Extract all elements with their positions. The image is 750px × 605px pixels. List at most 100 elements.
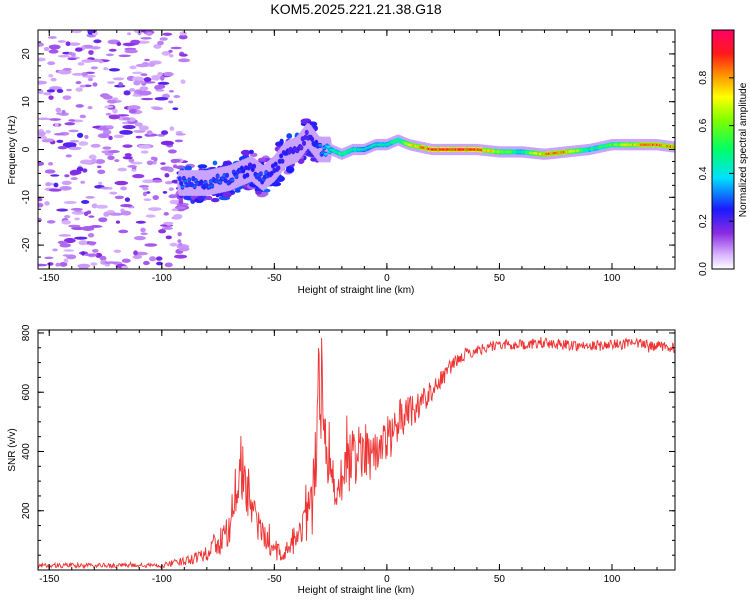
noise-cell [44,169,56,174]
noise-cell [116,41,122,46]
noise-cell [146,191,151,194]
noise-cell [175,130,183,134]
noise-cell [105,112,112,116]
ridge-core [276,166,281,170]
noise-cell [167,149,177,154]
noise-cell [167,167,174,173]
noise-cell [149,256,157,262]
noise-cell [156,84,166,89]
ridge-core [314,140,319,144]
ridge-core [257,177,262,181]
spread-cell [205,195,213,201]
noise-cell [133,236,146,241]
noise-cell [173,94,181,99]
y-tick-label: 200 [21,502,32,519]
noise-cell [135,220,146,224]
noise-cell [70,207,83,211]
y-tick-label: 20 [21,48,32,60]
noise-cell [142,191,147,197]
noise-cell [70,177,78,181]
noise-cell [47,61,56,66]
noise-cell [62,142,77,147]
noise-cell [87,77,94,82]
noise-cell [112,108,118,114]
spread-cell [286,133,293,139]
y-tick-label: -20 [21,237,32,252]
noise-cell [59,261,68,267]
colorbar-tick-label: 0.8 [698,70,709,84]
noise-cell [166,223,173,226]
noise-cell [97,133,110,139]
noise-cell [105,53,114,57]
noise-cell [157,71,163,76]
noise-cell [171,208,179,212]
noise-cell [124,153,132,157]
noise-cell [123,90,131,96]
noise-cell [157,40,164,46]
snr-x-label: Height of straight line (km) [298,585,415,596]
noise-cell [115,220,121,224]
noise-cell [145,31,153,36]
noise-cell [169,126,175,131]
noise-cell [92,82,98,87]
noise-cell [69,139,80,143]
y-tick-label: 10 [21,96,32,108]
noise-cell [143,198,152,202]
noise-cell [38,161,45,166]
noise-cell [47,262,54,266]
noise-cell [152,107,164,111]
noise-cell [38,57,46,62]
colorbar-tick-label: 0.4 [698,166,709,180]
noise-cell [87,232,95,238]
noise-cell [140,36,152,40]
noise-cell [145,214,156,218]
noise-cell [131,76,145,82]
noise-cell [151,76,161,81]
noise-cell [68,224,81,228]
noise-cell [108,212,123,216]
noise-cell [178,242,183,247]
noise-cell [54,122,59,127]
spread-cell [240,149,251,156]
noise-cell [68,146,82,151]
noise-cell [71,30,82,34]
noise-cell [132,254,143,259]
x-tick-label: -150 [39,574,59,585]
noise-cell [50,174,60,177]
noise-cell [128,108,137,114]
noise-cell [75,80,82,85]
noise-cell [61,110,66,115]
spread-cell [211,197,220,203]
noise-cell [77,62,85,66]
noise-cell [97,165,102,169]
x-tick-label: 50 [494,273,506,284]
noise-cell [87,30,97,34]
noise-cell [61,180,72,185]
noise-cell [158,229,167,234]
ridge-core [318,143,323,147]
noise-cell [176,206,187,210]
noise-cell [140,232,148,236]
noise-cell [46,89,56,93]
noise-cell [108,68,121,72]
noise-cell [156,261,163,266]
noise-cell [78,141,89,146]
noise-cell [134,122,143,127]
noise-cell [169,199,180,205]
noise-cell [143,260,150,266]
noise-cell [114,195,125,200]
noise-cell [160,140,174,146]
spread-cell [279,138,284,145]
noise-cell [124,49,138,54]
noise-cell [168,187,174,191]
x-tick-label: 50 [494,574,506,585]
noise-cell [169,89,174,93]
noise-cell [68,129,79,133]
noise-cell [108,150,120,154]
noise-cell [120,204,133,208]
noise-cell [71,226,85,231]
colorbar-frame [711,29,735,270]
noise-cell [80,180,86,184]
noise-cell [168,100,174,104]
